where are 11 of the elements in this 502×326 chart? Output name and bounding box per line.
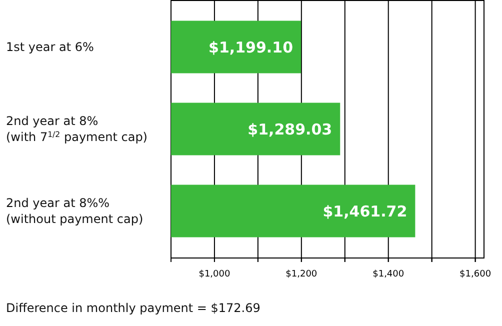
data-label: $1,289.03 [248, 120, 332, 138]
x-tick-label: $1,200 [286, 270, 318, 280]
x-tick-label: $1,000 [198, 270, 230, 280]
x-tick-label: $1,600 [460, 270, 492, 280]
y-tick-label: 2nd year at 8% (with 7$^{1/2}$ payment cap) [6, 114, 148, 144]
data-label: $1,199.10 [208, 38, 294, 56]
x-tick-label: $1,400 [372, 270, 404, 280]
y-tick-label: 1st year at 6% [6, 40, 94, 54]
data-label: $1,461.72 [322, 202, 408, 220]
text: Difference in monthly payment = $172.69 [6, 301, 260, 315]
y-tick-label: 2nd year at 8%% (without payment cap) [6, 196, 144, 226]
